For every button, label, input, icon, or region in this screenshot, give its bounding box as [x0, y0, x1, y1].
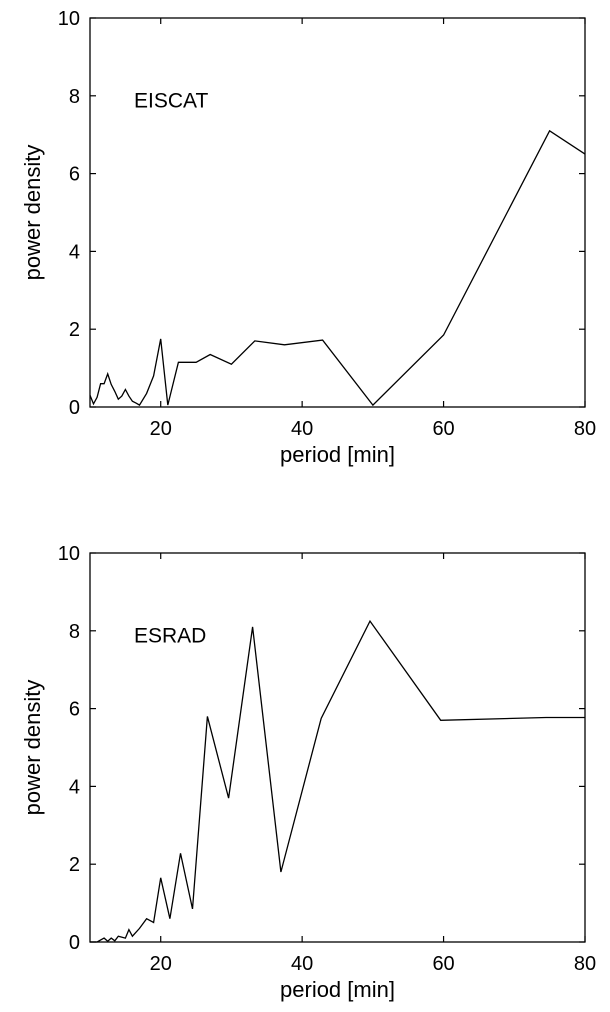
x-tick-label: 60: [432, 418, 454, 440]
y-tick-label: 8: [69, 86, 80, 108]
series-line: [89, 129, 586, 407]
panel-annotation: EISCAT: [134, 89, 208, 112]
plot-area-frame: [89, 552, 586, 943]
x-tick-label: 80: [574, 953, 596, 975]
y-tick-label: 4: [69, 776, 80, 798]
x-tick-label: 60: [432, 953, 454, 975]
x-tick-label: 20: [150, 418, 172, 440]
y-tick-label: 6: [69, 699, 80, 721]
x-tick-label: 20: [150, 953, 172, 975]
y-tick-label: 4: [69, 241, 80, 263]
y-axis-label: power density: [20, 145, 45, 281]
y-tick-label: 8: [69, 621, 80, 643]
y-tick-label: 0: [69, 397, 80, 419]
x-tick-label: 80: [574, 418, 596, 440]
y-tick-label: 0: [69, 932, 80, 954]
y-tick-label: 10: [58, 543, 80, 565]
x-tick-label: 40: [291, 953, 313, 975]
chart-panel-2: 0 2 4 6 8 10 20 40 60 80 period [min] power density…: [20, 543, 596, 1002]
y-tick-label: 2: [69, 854, 80, 876]
x-axis-label: period [min]: [280, 977, 395, 1002]
plot-area-frame: [89, 17, 586, 408]
x-axis-label: period [min]: [280, 442, 395, 467]
y-tick-label: 6: [69, 164, 80, 186]
y-axis-label: power density: [20, 680, 45, 816]
y-tick-label: 2: [69, 319, 80, 341]
x-tick-label: 40: [291, 418, 313, 440]
chart-panel-1: 0 2 4 6 8 10 20 40 60 80 period [min] power density…: [20, 8, 596, 467]
panel-annotation: ESRAD: [134, 624, 206, 647]
series-line: [90, 619, 585, 943]
y-tick-label: 10: [58, 8, 80, 30]
